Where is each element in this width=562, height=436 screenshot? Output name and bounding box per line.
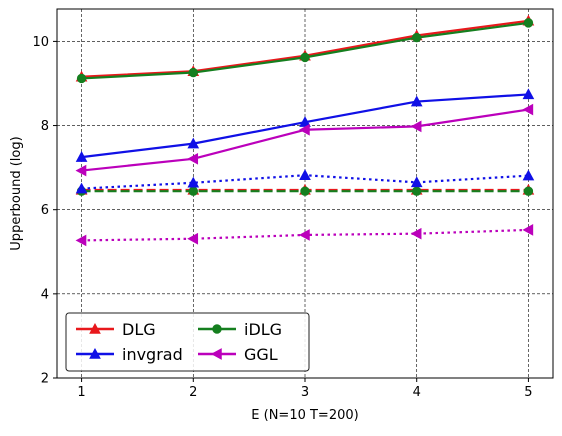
series-invgrad [75, 88, 535, 162]
legend-label: invgrad [122, 345, 183, 364]
data-point [300, 186, 310, 196]
x-tick-label: 3 [301, 385, 309, 400]
series-unlabeled-7 [75, 224, 534, 247]
data-point [299, 116, 311, 127]
series-idlg [76, 18, 534, 84]
data-point [412, 186, 422, 196]
data-point [523, 186, 534, 196]
legend-swatch-marker [89, 322, 101, 334]
legend-frame [65, 312, 310, 372]
legend-swatch-marker [89, 347, 101, 359]
data-point [76, 73, 87, 84]
data-point [75, 182, 88, 194]
data-point [522, 224, 534, 236]
legend-item-invgrad: invgrad [76, 345, 183, 364]
legend-item-ggl: GGL [198, 345, 278, 364]
legend: DLG iDLG invgrad GGL [65, 312, 310, 372]
y-tick-label: 2 [41, 372, 49, 387]
data-point [187, 232, 199, 245]
legend-label: iDLG [244, 320, 282, 339]
y-tick-label: 10 [32, 35, 49, 50]
x-tick-label: 2 [189, 385, 197, 400]
data-point [187, 176, 200, 188]
series-ggl [75, 103, 534, 177]
legend-label: DLG [122, 320, 156, 339]
y-tick-label: 4 [41, 287, 49, 302]
data-point [187, 137, 200, 149]
data-point [410, 227, 422, 240]
x-axis-label: E (N=10 T=200) [251, 408, 358, 423]
data-point [298, 229, 310, 241]
data-point [188, 186, 198, 196]
y-axis-label: Upperbound (log) [9, 136, 24, 250]
series-unlabeled-6 [75, 169, 535, 194]
data-point [523, 18, 534, 28]
legend-item-dlg: DLG [76, 320, 156, 339]
data-point [522, 103, 534, 116]
legend-swatch-marker [212, 324, 222, 334]
data-point [410, 176, 423, 188]
data-point [299, 169, 311, 180]
data-point [75, 151, 88, 162]
y-tick-label: 6 [41, 203, 49, 218]
x-tick-label: 1 [77, 385, 85, 400]
data-point [410, 95, 423, 107]
data-point [75, 164, 87, 177]
data-point [188, 67, 198, 78]
x-tick-label: 4 [413, 385, 421, 400]
data-point [412, 32, 422, 43]
data-point [522, 169, 535, 181]
x-tick-label: 5 [524, 385, 532, 400]
data-point [300, 52, 310, 63]
legend-item-idlg: iDLG [198, 320, 282, 339]
legend-label: GGL [244, 345, 278, 364]
data-point [75, 234, 87, 247]
y-tick-label: 8 [41, 119, 49, 134]
data-point [187, 152, 199, 165]
data-point [410, 120, 422, 133]
data-point [298, 123, 310, 136]
data-point [522, 88, 535, 100]
legend-swatch-marker [210, 348, 222, 360]
